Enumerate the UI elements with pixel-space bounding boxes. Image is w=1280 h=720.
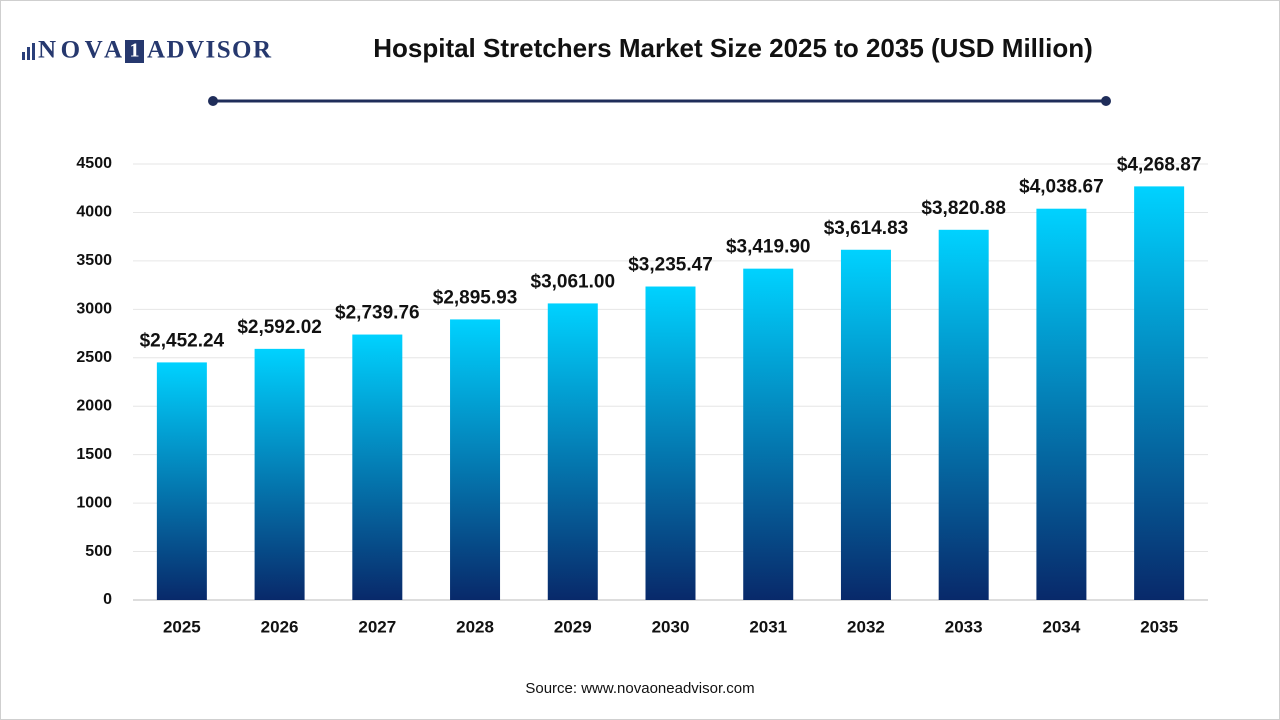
value-label: $3,061.00: [531, 271, 616, 292]
x-tick-label: 2025: [163, 617, 201, 636]
y-tick-label: 1000: [76, 494, 112, 511]
x-tick-label: 2031: [749, 617, 787, 636]
value-label: $3,820.88: [921, 198, 1006, 219]
y-tick-label: 500: [85, 543, 112, 560]
x-tick-label: 2026: [261, 617, 299, 636]
y-tick-label: 2500: [76, 349, 112, 366]
value-label: $2,592.02: [237, 317, 322, 338]
rule-dot: [1101, 96, 1111, 106]
x-tick-label: 2035: [1140, 617, 1178, 636]
logo-bar: [22, 52, 25, 60]
logo-bar: [32, 43, 35, 60]
bar: [1036, 208, 1087, 600]
logo-text: NOVA: [38, 37, 122, 64]
bar: [254, 348, 305, 600]
x-tick-label: 2030: [652, 617, 690, 636]
x-tick-label: 2032: [847, 617, 885, 636]
bar: [450, 319, 501, 600]
y-tick-label: 3000: [76, 301, 112, 318]
y-tick-label: 1500: [76, 446, 112, 463]
value-label: $2,452.24: [140, 330, 225, 351]
y-tick-label: 3500: [76, 252, 112, 269]
logo-bar: [27, 47, 30, 60]
x-tick-label: 2033: [945, 617, 983, 636]
value-label: $3,614.83: [824, 218, 909, 239]
bar: [547, 303, 598, 600]
chart-title: Hospital Stretchers Market Size 2025 to …: [373, 33, 1093, 63]
value-label: $3,235.47: [628, 255, 713, 276]
source: Source: www.novaoneadvisor.com: [525, 680, 754, 697]
rule-dot: [208, 96, 218, 106]
x-tick-label: 2029: [554, 617, 592, 636]
bar: [352, 334, 403, 600]
x-tick-label: 2027: [358, 617, 396, 636]
y-tick-label: 0: [103, 591, 112, 608]
value-label: $4,038.67: [1019, 177, 1104, 198]
bar: [743, 268, 794, 600]
value-label: $3,419.90: [726, 237, 811, 258]
y-tick-label: 4000: [76, 204, 112, 221]
bar: [1134, 186, 1185, 601]
bar: [840, 249, 891, 601]
x-tick-label: 2034: [1042, 617, 1080, 636]
bar: [156, 362, 207, 600]
value-label: $4,268.87: [1117, 154, 1202, 175]
value-label: $2,895.93: [433, 287, 518, 308]
y-tick-label: 2000: [76, 397, 112, 414]
x-tick-label: 2028: [456, 617, 494, 636]
logo-mark: 1: [130, 40, 140, 62]
logo: NOVA 1 ADVISOR: [22, 37, 272, 64]
bar: [645, 286, 696, 600]
logo-box: [125, 40, 144, 63]
y-tick-label: 4500: [76, 155, 112, 172]
bar: [938, 229, 989, 600]
logo-text: ADVISOR: [147, 37, 272, 64]
value-label: $2,739.76: [335, 303, 420, 324]
